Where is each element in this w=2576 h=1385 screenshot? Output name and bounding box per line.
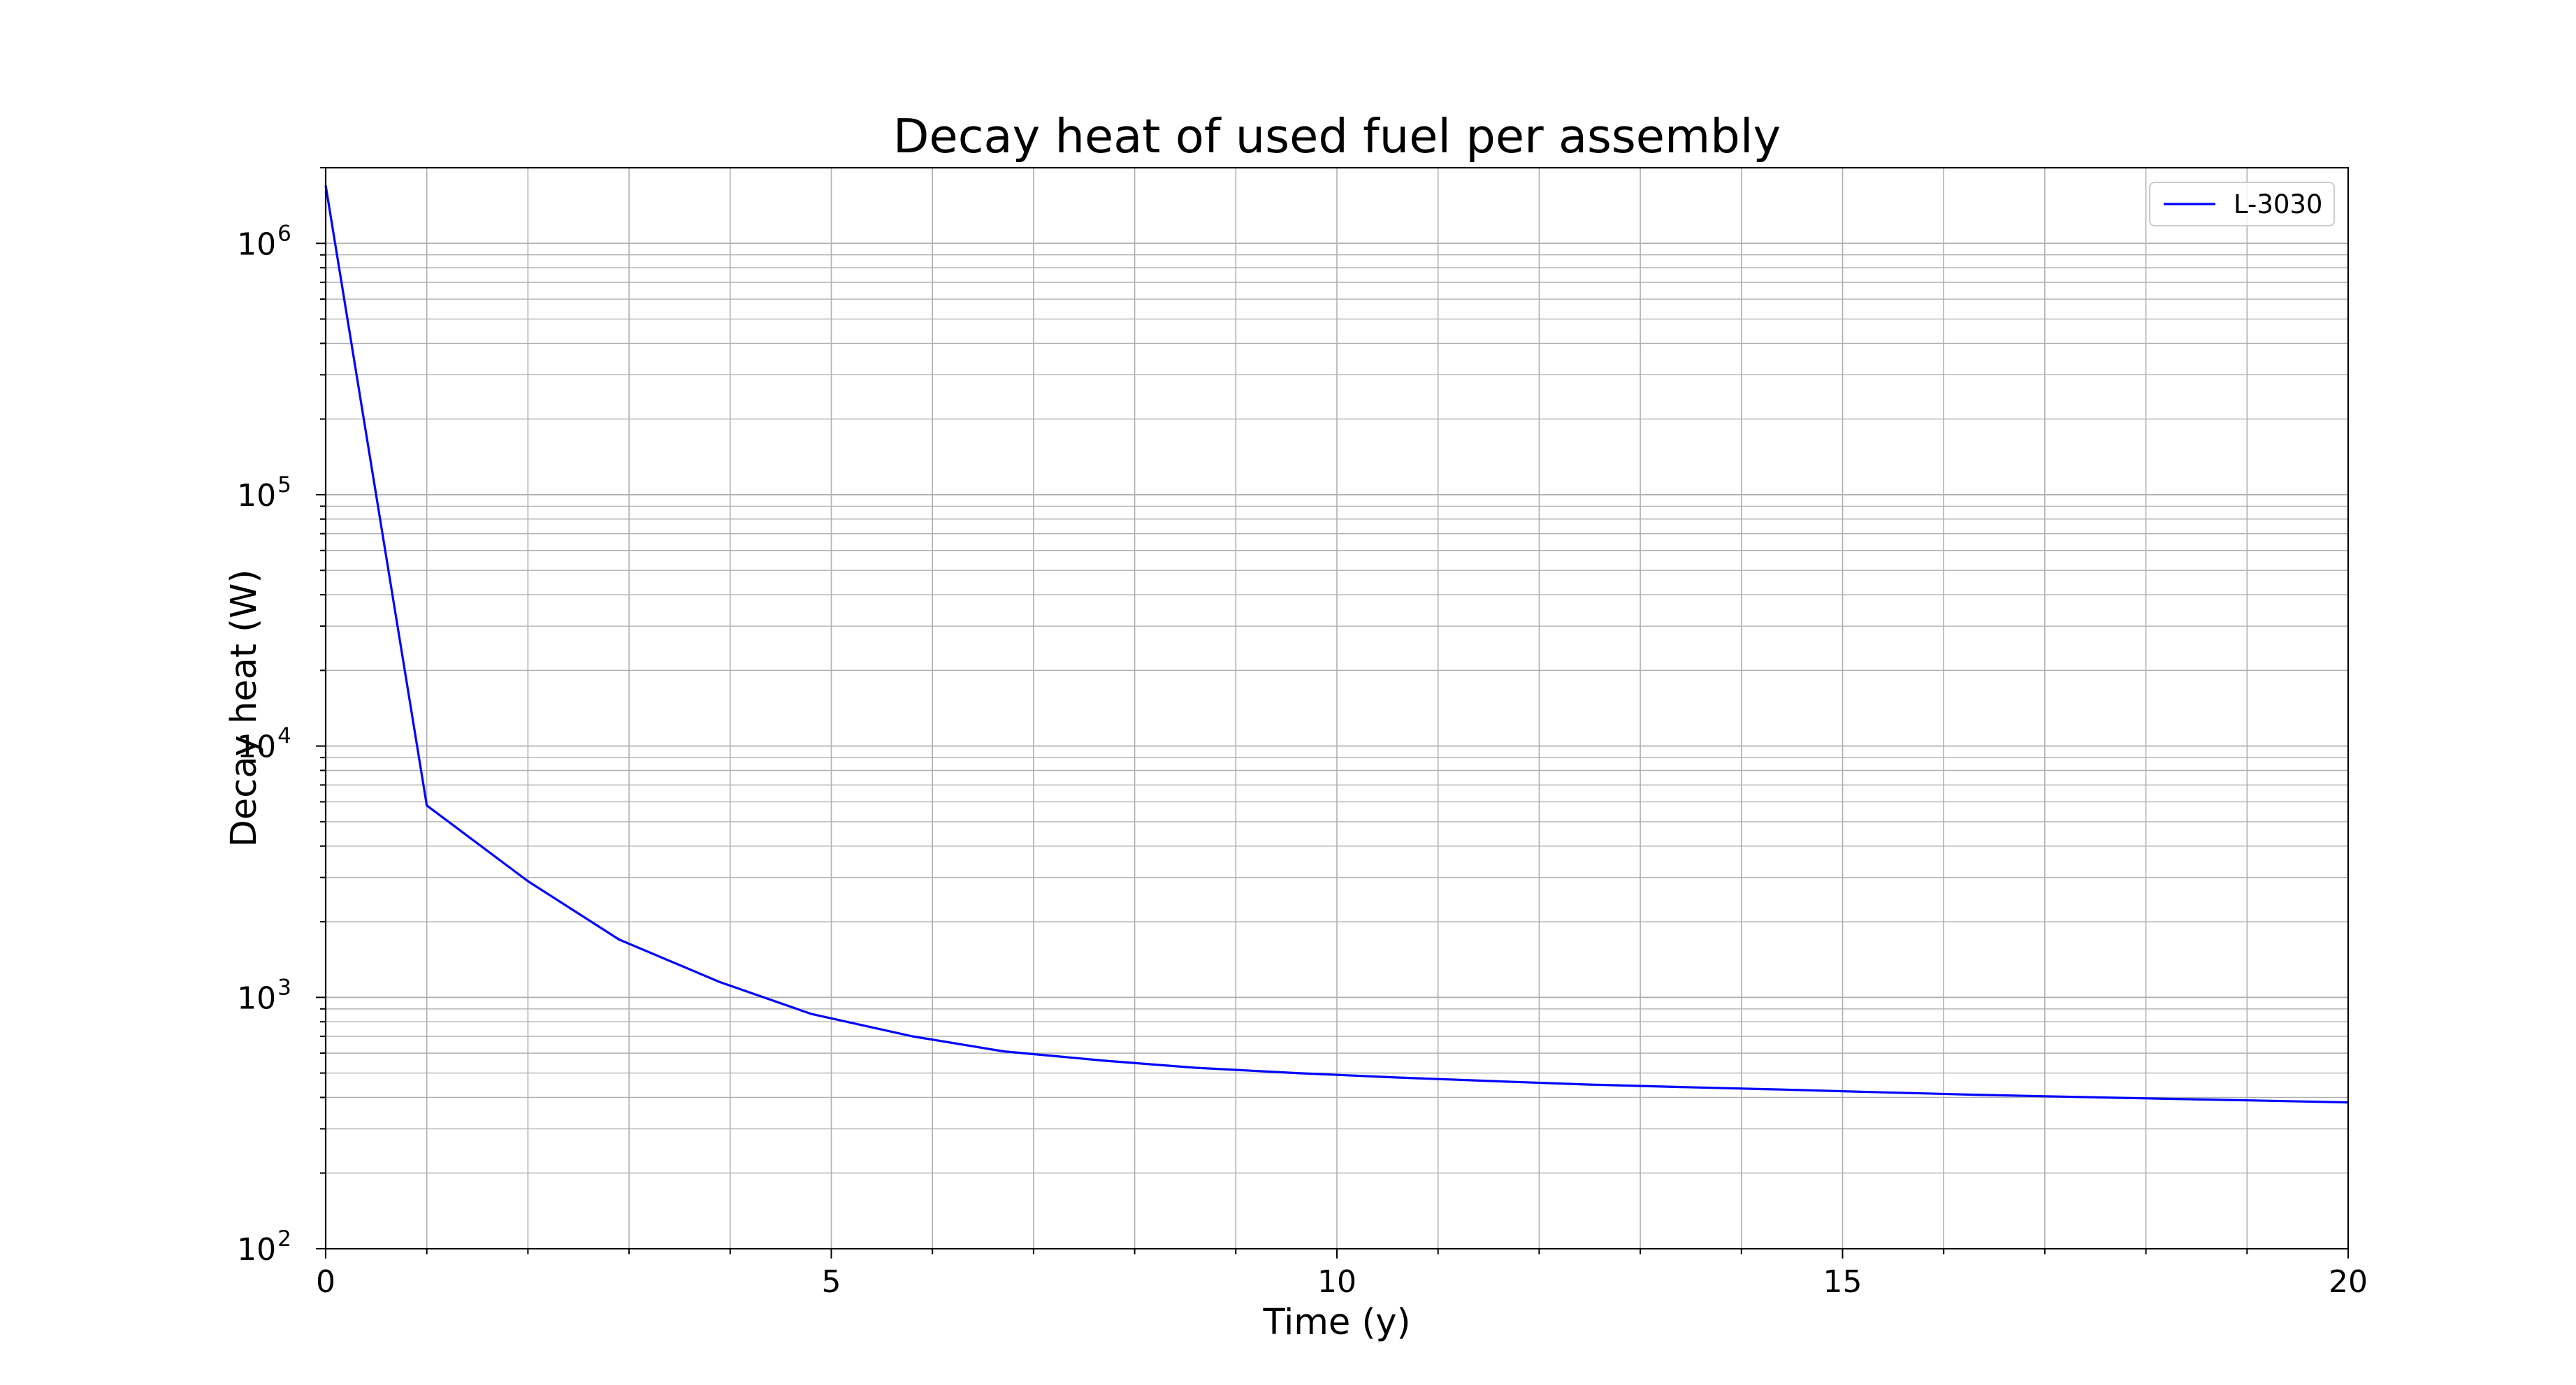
- y-axis-label: Decay heat (W): [224, 570, 265, 848]
- x-tick-label: 0: [316, 1264, 335, 1300]
- x-tick-label: 10: [1317, 1264, 1356, 1300]
- series-lines: [324, 185, 2349, 1104]
- y-tick-exponent: 4: [277, 724, 291, 749]
- legend-box: [2149, 182, 2335, 226]
- x-tick-label: 5: [822, 1264, 841, 1300]
- grid: [325, 167, 2349, 1249]
- y-tick-exponent: 6: [277, 221, 291, 246]
- y-tick-exponent: 5: [277, 472, 291, 498]
- legend-label: L-3030: [2234, 189, 2322, 219]
- x-tick-label: 20: [2329, 1264, 2368, 1300]
- chart-title: Decay heat of used fuel per assembly: [893, 109, 1781, 164]
- x-tick-label: 15: [1823, 1264, 1862, 1300]
- y-tick-exponent: 2: [277, 1226, 291, 1252]
- x-axis-label: Time (y): [1263, 1302, 1411, 1343]
- series-line: [324, 185, 2349, 1104]
- legend: L-3030: [2149, 182, 2335, 226]
- y-tick-exponent: 3: [277, 975, 291, 1000]
